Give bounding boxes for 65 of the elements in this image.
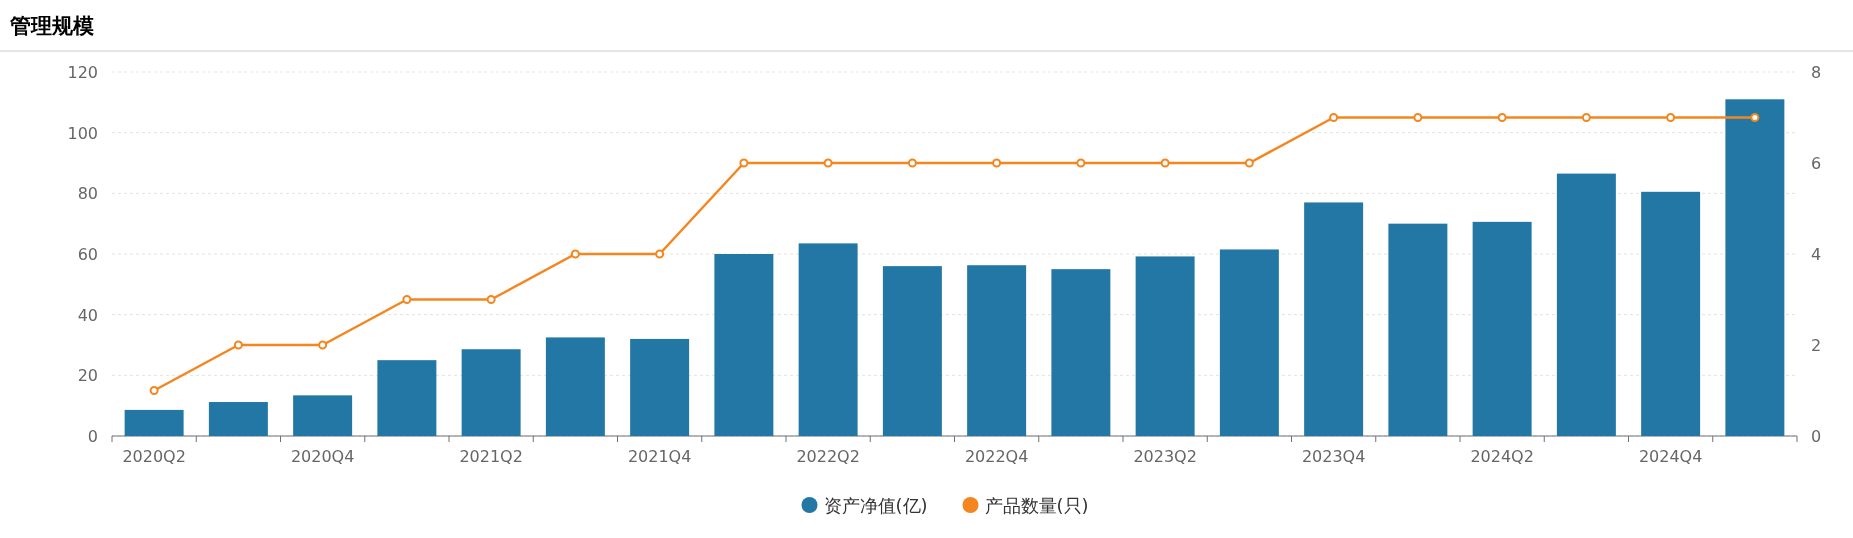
point	[1076, 158, 1086, 168]
legend-label: 资产净值(亿)	[823, 495, 928, 516]
y-tick-label: 60	[77, 245, 98, 264]
y2-tick-label: 0	[1811, 427, 1822, 446]
bar	[882, 266, 942, 436]
x-tick-label: 2024Q2	[1470, 447, 1534, 466]
point	[1497, 113, 1507, 122]
x-tick-label: 2022Q4	[964, 447, 1029, 466]
point	[823, 158, 833, 168]
x-tick-label: 2021Q4	[627, 447, 692, 466]
bar	[208, 402, 268, 436]
point	[149, 386, 159, 395]
y-tick-label: 100	[67, 123, 98, 143]
x-tick-label: 2020Q4	[290, 447, 355, 466]
bar	[967, 265, 1027, 436]
bar	[714, 254, 774, 436]
point	[318, 340, 328, 350]
y2-tick-label: 4	[1811, 245, 1822, 264]
point	[486, 295, 496, 304]
bar	[798, 243, 858, 436]
x-tick-label: 2021Q2	[459, 447, 523, 466]
point	[1666, 113, 1676, 122]
bar	[545, 337, 605, 436]
point	[907, 158, 917, 168]
bar	[1135, 256, 1195, 436]
bar	[377, 360, 437, 436]
y2-tick-label: 2	[1811, 336, 1822, 355]
x-tick-label: 2023Q2	[1133, 447, 1197, 466]
bar	[293, 395, 353, 436]
bar	[124, 409, 184, 436]
point	[1750, 113, 1760, 122]
x-tick-label: 2024Q4	[1638, 447, 1703, 466]
bar	[1556, 173, 1616, 436]
x-tick-label: 2023Q4	[1301, 447, 1366, 466]
y-tick-label: 0	[87, 427, 98, 446]
point	[1329, 113, 1339, 122]
point	[655, 249, 665, 259]
y-tick-label: 80	[77, 184, 98, 204]
bar	[461, 349, 521, 436]
bar	[1219, 249, 1279, 436]
point	[233, 340, 243, 350]
legend-label: 产品数量(只)	[984, 495, 1089, 516]
bar	[630, 338, 690, 436]
bar	[1304, 202, 1364, 436]
point	[992, 158, 1002, 168]
y2-tick-label: 6	[1811, 154, 1822, 173]
point	[739, 158, 749, 168]
y-tick-label: 40	[77, 305, 98, 325]
bar	[1725, 99, 1785, 436]
bar	[1472, 221, 1532, 436]
bar	[1641, 191, 1701, 436]
chart-title: 管理规模	[9, 14, 94, 38]
point	[570, 249, 580, 259]
bar	[1051, 269, 1111, 436]
y-tick-label: 120	[67, 63, 98, 82]
x-tick-label: 2020Q2	[122, 447, 186, 466]
x-tick-label: 2022Q2	[796, 447, 860, 466]
point	[1244, 158, 1254, 168]
point	[1413, 113, 1423, 122]
point	[1581, 113, 1591, 122]
point	[402, 295, 412, 304]
point	[1160, 158, 1170, 168]
y-tick-label: 20	[77, 366, 98, 386]
bar	[1388, 223, 1448, 436]
y2-tick-label: 8	[1811, 63, 1822, 82]
